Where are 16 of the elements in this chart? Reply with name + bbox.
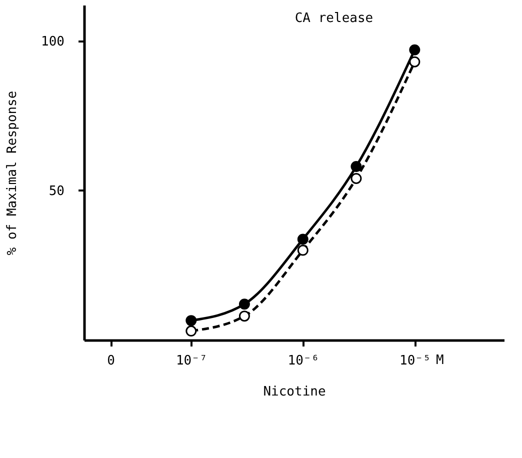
y-tick-label: 50 — [48, 184, 64, 199]
chart-title: CA release — [294, 11, 374, 26]
point — [186, 315, 197, 326]
x-axis-title: Nicotine — [263, 384, 326, 400]
point — [297, 244, 308, 256]
text: M — [436, 353, 444, 368]
point — [409, 56, 420, 68]
x-tick-label: 10⁻⁶ — [288, 354, 320, 368]
x-tick-label: 10⁻⁵ — [400, 354, 431, 368]
point — [409, 44, 420, 56]
y-tick-label: 100 — [41, 34, 64, 50]
x-tick-label: 0 — [107, 354, 115, 368]
y-axis-title: % of Maximal Response — [5, 90, 20, 256]
x-tick-label: 10⁻⁷ — [176, 354, 208, 368]
point — [186, 326, 197, 337]
point — [297, 234, 308, 245]
